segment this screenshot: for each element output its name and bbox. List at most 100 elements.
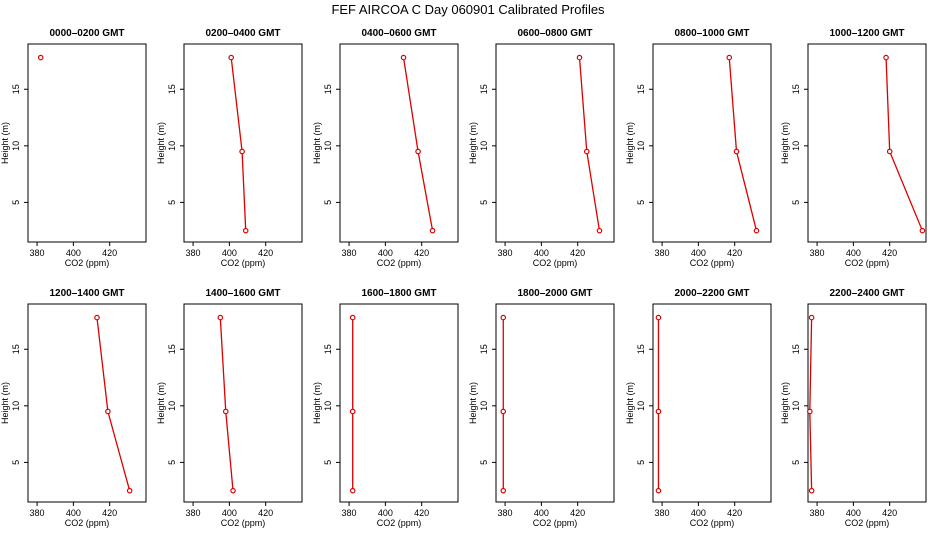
profile-line: [578, 57, 601, 231]
x-axis-label: CO2 (ppm): [377, 518, 422, 528]
data-point: [886, 148, 893, 155]
y-tick-label: 15: [636, 84, 646, 94]
y-tick-label: 5: [167, 460, 177, 465]
y-tick-label: 15: [791, 344, 801, 354]
y-tick-label: 5: [323, 460, 333, 465]
y-axis-label: Height (m): [312, 122, 322, 164]
x-tick-label: 420: [882, 508, 897, 518]
profile-line: [728, 57, 758, 231]
plot-frame: [807, 43, 927, 243]
x-axis-label: CO2 (ppm): [221, 258, 266, 268]
panel-8: 1600–1800 GMT 380 400 420 5 10 15 CO2 (ppm) Heig…: [312, 288, 459, 528]
plot-frame: [183, 43, 303, 243]
panel-title: 0800–1000 GMT: [674, 28, 749, 39]
y-tick-label: 10: [479, 141, 489, 151]
y-tick-label: 5: [479, 460, 489, 465]
x-tick-label: 420: [258, 248, 273, 258]
y-tick-label: 5: [791, 460, 801, 465]
data-point: [596, 227, 603, 234]
y-axis-label: Height (m): [468, 382, 478, 424]
panel-title: 0400–0600 GMT: [361, 28, 436, 39]
panel-7: 1400–1600 GMT 380 400 420 5 10 15 CO2 (ppm) Heig…: [156, 288, 303, 528]
panel-title: 1400–1600 GMT: [205, 288, 280, 299]
plot-frame: [495, 303, 615, 503]
panel-4: 0800–1000 GMT 380 400 420 5 10 15 CO2 (ppm) Heig…: [625, 28, 772, 268]
x-tick-label: 420: [570, 508, 585, 518]
x-tick-label: 380: [810, 248, 825, 258]
x-tick-label: 380: [186, 248, 201, 258]
panel-11: 2200–2400 GMT 380 400 420 5 10 15 CO2 (ppm) Heig…: [780, 288, 927, 528]
y-axis-label: Height (m): [156, 382, 166, 424]
data-point: [239, 148, 245, 155]
x-axis-label: CO2 (ppm): [377, 258, 422, 268]
x-axis-label: CO2 (ppm): [533, 518, 578, 528]
y-tick-label: 15: [636, 344, 646, 354]
y-tick-label: 15: [479, 344, 489, 354]
x-tick-label: 400: [378, 508, 393, 518]
profile-line: [809, 317, 813, 491]
data-point: [919, 227, 926, 234]
x-tick-label: 400: [66, 508, 81, 518]
profile-line: [402, 57, 434, 231]
data-point: [429, 227, 436, 234]
x-tick-label: 400: [378, 248, 393, 258]
data-point: [228, 54, 235, 61]
x-tick-label: 380: [655, 508, 670, 518]
x-tick-label: 380: [810, 508, 825, 518]
data-point: [105, 408, 111, 415]
plot-frame: [27, 303, 147, 503]
y-tick-label: 10: [636, 141, 646, 151]
x-axis-label: CO2 (ppm): [690, 518, 735, 528]
panel-2: 0400–0600 GMT 380 400 420 5 10 15 CO2 (ppm) Heig…: [312, 28, 459, 268]
data-point: [807, 408, 813, 415]
y-axis-label: Height (m): [0, 382, 10, 424]
y-tick-label: 5: [479, 200, 489, 205]
data-point: [400, 54, 407, 61]
y-tick-label: 10: [11, 141, 21, 151]
x-tick-label: 420: [414, 508, 429, 518]
y-tick-label: 10: [479, 401, 489, 411]
panel-title: 0000–0200 GMT: [49, 28, 124, 39]
plot-frame: [339, 43, 459, 243]
data-point: [733, 148, 740, 155]
x-tick-label: 400: [691, 248, 706, 258]
y-tick-label: 5: [323, 200, 333, 205]
y-axis-label: Height (m): [156, 122, 166, 164]
panel-9: 1800–2000 GMT 380 400 420 5 10 15 CO2 (ppm) Heig…: [468, 288, 615, 528]
x-tick-label: 380: [342, 508, 357, 518]
data-point: [808, 487, 815, 494]
y-tick-label: 5: [791, 200, 801, 205]
x-tick-label: 420: [102, 248, 117, 258]
data-point: [883, 54, 889, 61]
panel-title: 1000–1200 GMT: [829, 28, 904, 39]
data-point: [655, 408, 662, 415]
x-tick-label: 420: [570, 248, 585, 258]
panel-title: 1200–1400 GMT: [49, 288, 124, 299]
y-tick-label: 5: [11, 460, 21, 465]
profile-line: [230, 57, 247, 231]
y-tick-label: 10: [323, 141, 333, 151]
x-tick-label: 400: [534, 508, 549, 518]
x-tick-label: 380: [498, 248, 513, 258]
x-axis-label: CO2 (ppm): [221, 518, 266, 528]
plot-frame: [807, 303, 927, 503]
data-point: [655, 314, 662, 321]
data-point: [222, 408, 229, 415]
y-tick-label: 10: [791, 401, 801, 411]
data-point: [242, 227, 249, 234]
x-tick-label: 380: [30, 508, 45, 518]
y-tick-label: 15: [11, 344, 21, 354]
y-tick-label: 10: [791, 141, 801, 151]
x-axis-label: CO2 (ppm): [65, 258, 110, 268]
y-tick-label: 15: [323, 344, 333, 354]
panel-title: 0600–0800 GMT: [517, 28, 592, 39]
data-point: [349, 314, 356, 321]
x-tick-label: 420: [727, 248, 742, 258]
y-tick-label: 15: [323, 84, 333, 94]
data-point: [583, 148, 590, 155]
figure-title: FEF AIRCOA C Day 060901 Calibrated Profi…: [331, 2, 605, 17]
y-axis-label: Height (m): [780, 122, 790, 164]
x-tick-label: 420: [727, 508, 742, 518]
y-tick-label: 10: [167, 141, 177, 151]
x-tick-label: 400: [534, 248, 549, 258]
